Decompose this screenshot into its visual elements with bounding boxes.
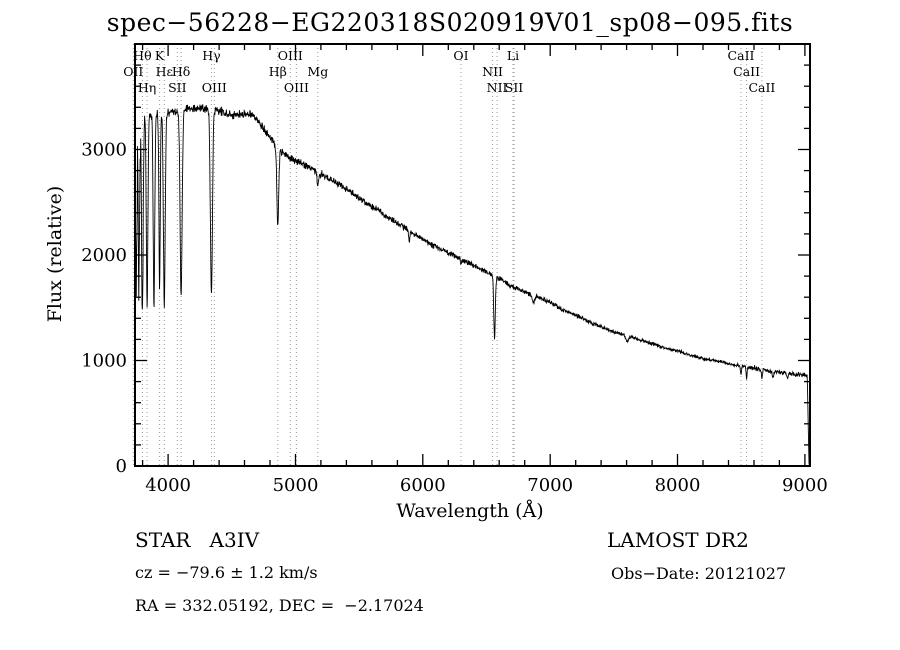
object-class-label: STAR A3IV: [135, 528, 260, 552]
axis-tick-labels: 4000 5000 6000 7000 8000 9000 0 1000 2000 3000: [81, 140, 828, 497]
spectral-line-label: Hθ: [133, 48, 151, 63]
x-tick-label: 4000: [145, 475, 191, 496]
spectral-line-label: SII: [505, 80, 524, 95]
spectral-line-label: Hγ: [202, 48, 220, 63]
spectral-line-label: Mg: [307, 64, 328, 79]
survey-label: LAMOST DR2: [607, 528, 749, 552]
axis-ticks: [135, 43, 810, 467]
obs-date-label: Obs−Date: 20121027: [611, 564, 787, 583]
spectral-line-label: SII: [168, 80, 187, 95]
y-tick-label: 1000: [81, 351, 127, 372]
y-tick-label: 3000: [81, 140, 127, 161]
spectral-line-label: Li: [507, 48, 519, 63]
spectral-line-label: CaII: [748, 80, 775, 95]
x-axis-title: Wavelength (Å): [396, 500, 544, 522]
y-tick-label: 0: [116, 456, 127, 477]
spectral-line-label: OIII: [278, 48, 303, 63]
spectral-line-label: CaII: [733, 64, 760, 79]
y-axis-title: Flux (relative): [44, 185, 66, 323]
plot-title: spec−56228−EG220318S020919V01_sp08−095.f…: [106, 8, 794, 37]
spectral-line-label: OII: [123, 64, 143, 79]
spectral-line-label: OIII: [284, 80, 309, 95]
plot-frame-rect: [134, 43, 811, 467]
spectral-line-label: OI: [453, 48, 468, 63]
x-tick-label: 7000: [527, 475, 573, 496]
radial-velocity-label: cz = −79.6 ± 1.2 km/s: [135, 563, 318, 582]
x-tick-label: 8000: [655, 475, 701, 496]
spectral-line-label: Hβ: [269, 64, 287, 79]
spectrum-trace-group: [134, 104, 810, 466]
spectral-line-label: NII: [482, 64, 503, 79]
x-tick-label: 9000: [782, 475, 828, 496]
spectral-line-label: Hε: [156, 64, 173, 79]
y-tick-label: 2000: [81, 245, 127, 266]
spectral-line-label: Hη: [138, 80, 156, 95]
x-tick-label: 5000: [273, 475, 319, 496]
spectral-line-label: OIII: [202, 80, 227, 95]
spectral-line-label: K: [155, 48, 165, 63]
spectrum-trace: [134, 104, 810, 466]
spectral-line-label: Hδ: [172, 64, 190, 79]
plot-frame: [134, 43, 811, 467]
x-tick-label: 6000: [400, 475, 446, 496]
coordinates-label: RA = 332.05192, DEC = −2.17024: [135, 596, 424, 615]
spectral-line-label: NII: [487, 80, 508, 95]
spectral-line-label: CaII: [728, 48, 755, 63]
